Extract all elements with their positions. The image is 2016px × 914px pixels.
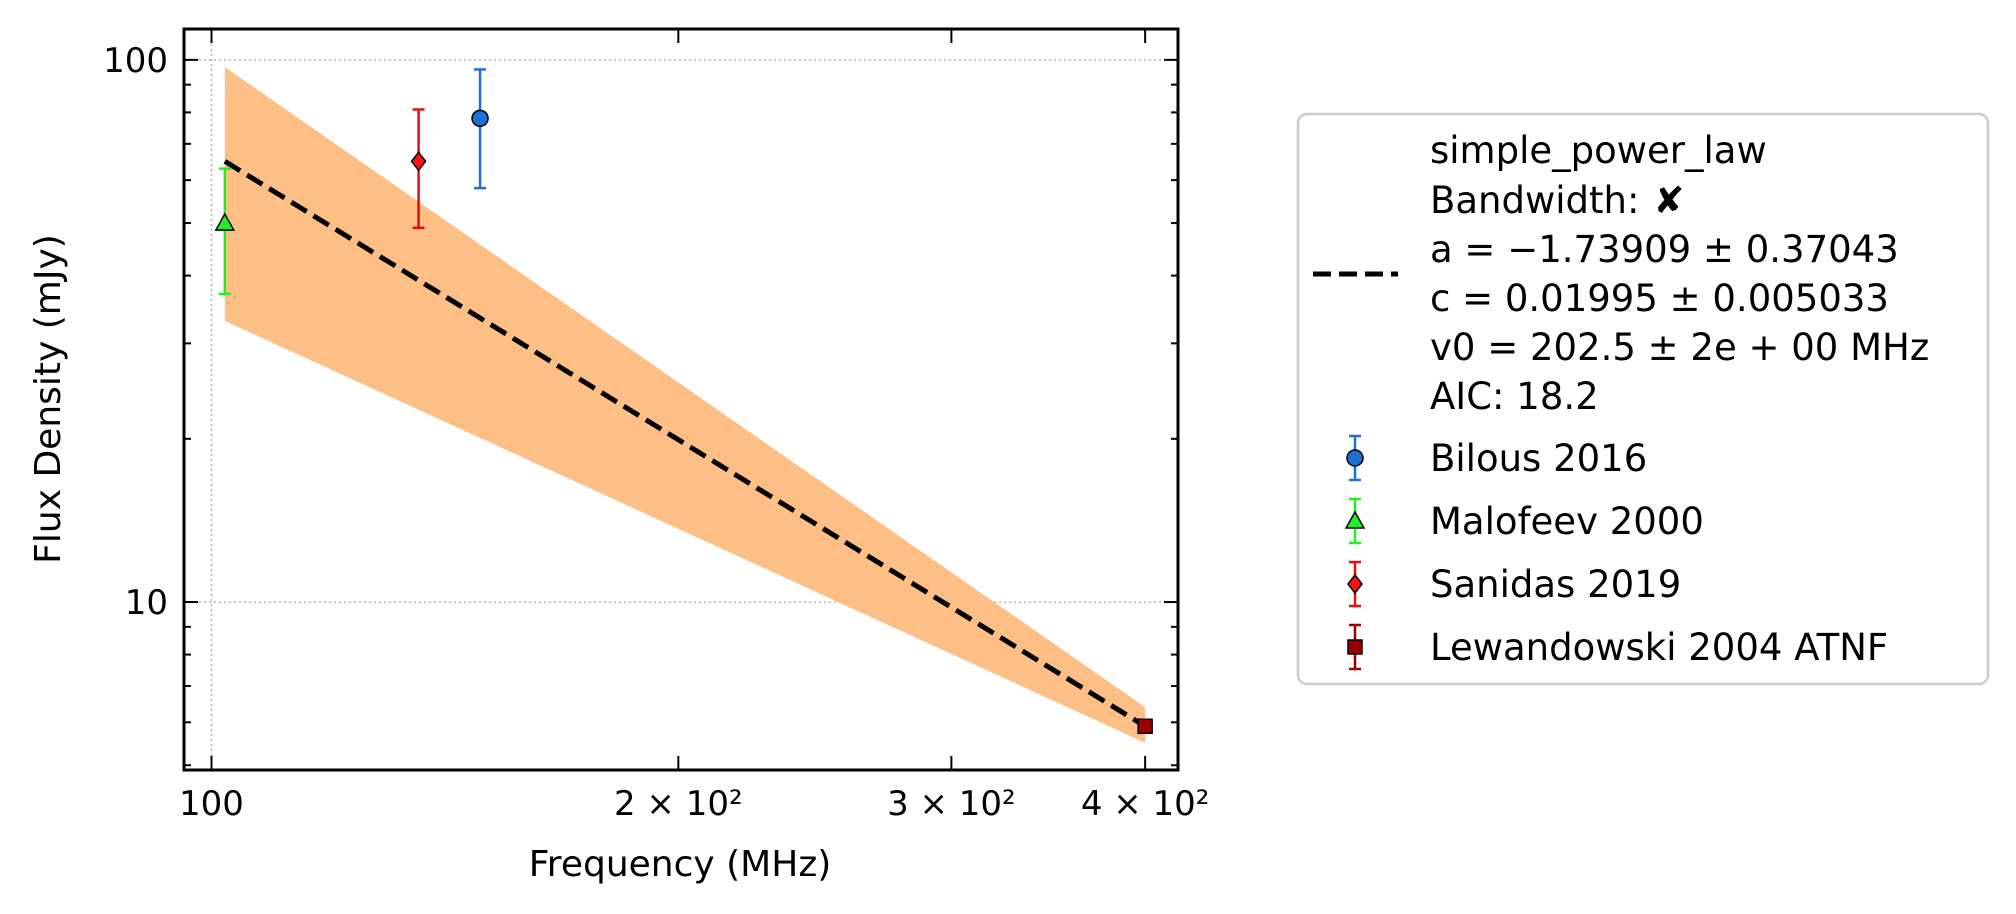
legend-param-v0: v0 = 202.5 ± 2e + 00 MHz [1430, 326, 1929, 369]
legend-series-entries: Bilous 2016 Malofeev 2000 Sanidas 2019 Lewa… [1344, 434, 1888, 671]
x-tick-label: 4 × 10² [1081, 784, 1210, 824]
x-tick-label: 2 × 10² [614, 784, 743, 824]
legend-aic: AIC: 18.2 [1430, 375, 1599, 418]
data-point-lewandowski-2004-atnf [1137, 718, 1153, 735]
x-tick-label: 3 × 10² [887, 784, 1016, 824]
legend-bandwidth-label: Bandwidth: [1430, 179, 1639, 222]
x-tick-label: 100 [179, 784, 244, 824]
error-bar-bilous-2016 [474, 68, 487, 190]
y-tick-label: 10 [125, 583, 168, 623]
tick-labels: 100 2 × 10² 3 × 10² 4 × 10² 10 100 [103, 41, 1209, 824]
legend: simple_power_law Bandwidth: ✘ a = −1.7390… [1296, 112, 1990, 686]
legend-series-label: Sanidas 2019 [1430, 563, 1681, 606]
legend-marker [1347, 573, 1363, 595]
legend-series-label: Bilous 2016 [1430, 437, 1647, 480]
y-tick-label: 100 [103, 41, 168, 81]
data-point-malofeev-2000 [214, 212, 236, 231]
fit-confidence-band [224, 67, 1146, 743]
fit-line-group [223, 159, 1147, 729]
plot-frame [182, 27, 1180, 772]
data-point-sanidas-2019 [410, 151, 427, 172]
legend-frame [1296, 112, 1990, 686]
confidence-band [224, 67, 1146, 743]
grid-lines [184, 29, 1178, 770]
legend-marker [1347, 639, 1363, 655]
x-axis-label: Frequency (MHz) [529, 844, 832, 885]
legend-param-c: c = 0.01995 ± 0.005033 [1430, 277, 1889, 320]
data-point-bilous-2016 [471, 109, 489, 128]
legend-series-label: Lewandowski 2004 ATNF [1430, 626, 1888, 669]
data-points [214, 68, 1153, 735]
legend-series-label: Malofeev 2000 [1430, 500, 1704, 543]
legend-marker [1344, 510, 1366, 529]
error-bar-malofeev-2000 [218, 167, 231, 296]
legend-fit-model: simple_power_law [1430, 129, 1767, 172]
y-axis-label: Flux Density (mJy) [28, 234, 69, 564]
bandwidth-cross-icon: ✘ [1653, 179, 1684, 222]
fit-line [223, 159, 1147, 729]
legend-marker [1346, 449, 1364, 467]
axis-ticks [184, 29, 1178, 770]
legend-param-a: a = −1.73909 ± 0.37043 [1430, 228, 1899, 271]
legend-bandwidth: Bandwidth: ✘ [1430, 179, 1684, 222]
